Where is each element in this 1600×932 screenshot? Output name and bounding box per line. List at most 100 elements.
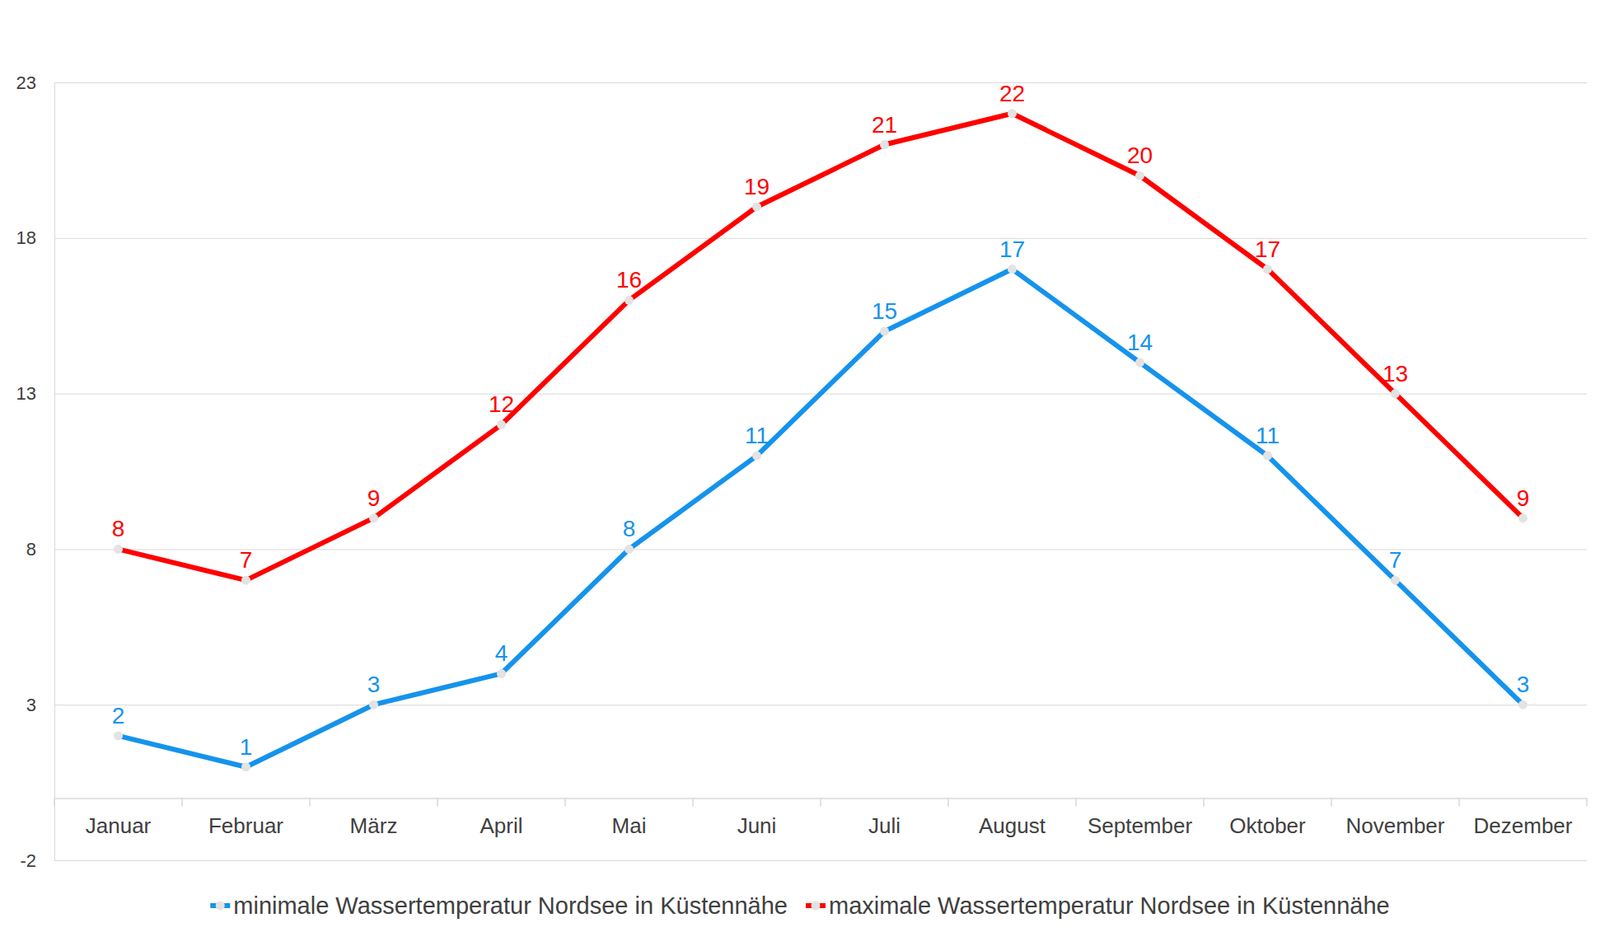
data-label: 19 <box>743 173 770 200</box>
data-label: 4 <box>495 640 509 666</box>
plot: -238131823JanuarFebruarMärzAprilMaiJuniJ… <box>16 72 1588 871</box>
point-marker <box>624 295 634 305</box>
x-tick: April <box>479 813 523 838</box>
point-marker <box>496 669 506 679</box>
data-label: 17 <box>1254 236 1281 262</box>
point-marker <box>241 762 251 772</box>
data-label: 16 <box>616 266 642 293</box>
series-line <box>118 113 1524 581</box>
y-tick-label: 23 <box>16 72 37 94</box>
y-tick: -2 <box>19 850 1587 871</box>
grid-line <box>54 860 1587 861</box>
point-marker <box>752 451 762 461</box>
data-label: 11 <box>1255 422 1280 449</box>
point-marker <box>1135 171 1145 181</box>
point-marker <box>1518 700 1528 710</box>
data-label: 1 <box>239 734 253 760</box>
point-marker <box>1263 264 1273 274</box>
legend-label: maximale Wassertemperatur Nordsee in Küs… <box>828 892 1390 919</box>
x-tick-label: August <box>978 813 1047 838</box>
data-label: 9 <box>367 485 381 511</box>
data-label: 8 <box>112 515 126 542</box>
x-tick: Dezember <box>1473 813 1573 838</box>
y-tick-label: 3 <box>26 694 37 716</box>
x-band-separator <box>1585 797 1588 806</box>
data-labels: 2134811151714117387912161921222017139 <box>112 80 1530 760</box>
point-marker <box>1390 388 1400 398</box>
x-tick: Mai <box>612 813 647 838</box>
x-tick-label: Mai <box>612 813 647 838</box>
grid-line <box>54 704 1587 706</box>
x-tick: Februar <box>208 813 284 838</box>
x-band-separator <box>1330 797 1333 806</box>
x-band-separator <box>308 797 311 806</box>
x-band-separator <box>53 797 56 806</box>
x-tick-label: Juni <box>737 813 777 838</box>
x-band-separator <box>1075 797 1077 806</box>
x-band-separator <box>692 797 694 806</box>
x-tick-label: Juli <box>868 813 901 838</box>
x-band-separator <box>1458 797 1460 806</box>
data-label: 21 <box>871 112 898 138</box>
x-band-separator <box>436 797 439 806</box>
data-label: 3 <box>1516 671 1530 698</box>
data-label: 8 <box>622 515 637 542</box>
x-tick-label: April <box>479 813 523 838</box>
point-marker <box>624 544 634 554</box>
point-marker <box>1390 575 1400 585</box>
y-tick: 23 <box>16 72 1587 94</box>
x-tick: Juli <box>868 813 901 838</box>
x-tick-label: Oktober <box>1229 813 1306 838</box>
series-line <box>118 269 1524 768</box>
data-label: 7 <box>239 547 253 573</box>
point-marker <box>879 140 889 150</box>
x-band-separator <box>1202 797 1205 806</box>
data-label: 7 <box>1389 547 1403 573</box>
data-label: 3 <box>367 671 381 698</box>
data-label: 17 <box>999 236 1025 262</box>
x-tick-label: Dezember <box>1473 813 1573 838</box>
point-marker <box>113 544 123 554</box>
y-axis-line <box>55 83 1588 861</box>
point-marker <box>496 420 506 430</box>
point-marker <box>1518 513 1528 523</box>
legend-item: maximale Wassertemperatur Nordsee in Küs… <box>805 892 1390 919</box>
x-tick: Oktober <box>1229 813 1306 838</box>
x-tick: September <box>1087 813 1193 838</box>
x-band-separator <box>181 797 183 806</box>
data-label: 13 <box>1382 360 1409 387</box>
data-label: 20 <box>1127 142 1153 169</box>
x-tick: November <box>1346 813 1446 838</box>
y-tick-label: 13 <box>16 383 37 404</box>
x-tick: August <box>978 813 1047 838</box>
x-band-separator <box>564 797 567 806</box>
x-band-separator <box>819 797 822 806</box>
y-tick-label: 18 <box>16 227 37 248</box>
y-tick-label: -2 <box>19 850 37 871</box>
point-marker <box>752 202 762 212</box>
x-tick: Juni <box>737 813 777 838</box>
point-marker <box>1263 451 1273 461</box>
point-marker <box>369 513 379 523</box>
point-marker <box>369 700 379 710</box>
point-marker <box>113 730 123 740</box>
point-marker <box>879 327 889 337</box>
x-tick: März <box>350 813 398 838</box>
y-tick: 13 <box>16 383 1587 404</box>
point-marker <box>241 575 251 585</box>
data-label: 15 <box>871 298 898 324</box>
x-tick-label: März <box>350 813 398 838</box>
legend: minimale Wassertemperatur Nordsee in Küs… <box>210 892 1390 919</box>
legend-marker <box>215 901 225 911</box>
grid-line <box>54 548 1587 550</box>
data-label: 9 <box>1516 485 1530 511</box>
series-group <box>113 108 1528 772</box>
x-tick-label: November <box>1346 813 1446 838</box>
y-tick: 3 <box>26 694 1587 716</box>
point-marker <box>1135 357 1145 367</box>
legend-marker <box>810 901 820 911</box>
data-label: 22 <box>999 80 1025 107</box>
data-label: 2 <box>112 702 126 729</box>
data-label: 11 <box>744 422 769 449</box>
x-tick-label: Januar <box>85 813 152 838</box>
